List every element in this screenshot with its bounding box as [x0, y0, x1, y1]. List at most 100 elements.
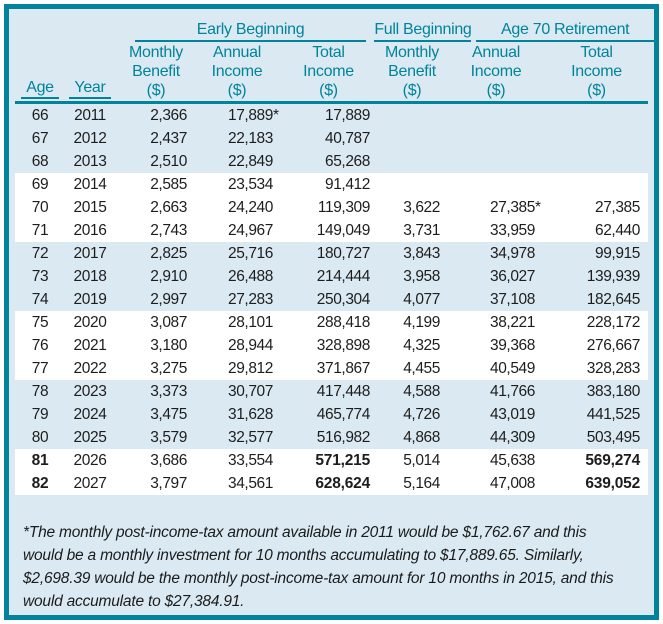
cell-age70-annual-income: 36,027	[489, 268, 535, 285]
group-header-full-beginning: Full Beginning	[374, 20, 472, 42]
group-label: Age 70 Retirement	[501, 21, 630, 38]
cell-year: 2022	[73, 360, 107, 377]
cell-early-annual-income: 27,283	[227, 291, 273, 308]
cell-early-monthly-benefit: 2,997	[150, 291, 187, 308]
cell-early-monthly-benefit: 3,180	[150, 337, 187, 354]
table-row: 72 2017 2,825 25,716 180,727 3,843 34,97…	[15, 242, 648, 265]
cell-age70-total-income	[545, 150, 648, 173]
table-frame: Early Beginning Full Beginning Age 70 Re…	[4, 4, 659, 620]
cell-early-annual-income: 30,707	[227, 383, 273, 400]
table-row: 71 2016 2,743 24,967 149,049 3,731 33,95…	[15, 219, 648, 242]
cell-age: 66	[31, 107, 49, 124]
cell-age70-total-income: 383,180	[586, 383, 641, 400]
cell-age70-annual-income: 39,368	[489, 337, 535, 354]
footnote: *The monthly post-income-tax amount avai…	[23, 521, 646, 613]
table-row: 78 2023 3,373 30,707 417,448 4,588 41,76…	[15, 380, 648, 403]
table-row: 69 2014 2,585 23,534 91,412	[15, 173, 648, 196]
cell-age70-total-income: 182,645	[586, 291, 641, 308]
table-row: 73 2018 2,910 26,488 214,444 3,958 36,02…	[15, 265, 648, 288]
cell-age70-total-income: 639,052	[585, 475, 640, 492]
cell-year: 2024	[73, 406, 107, 423]
cell-full-monthly-benefit: 3,843	[403, 245, 440, 262]
cell-early-annual-income: 24,240	[227, 199, 273, 216]
cell-full-monthly-benefit	[377, 127, 447, 150]
cell-age70-annual-income: 33,959	[489, 222, 535, 239]
table-group-header-row: Early Beginning Full Beginning Age 70 Re…	[9, 20, 654, 42]
cell-age70-total-income: 62,440	[594, 222, 640, 239]
cell-early-total-income: 328,898	[316, 337, 371, 354]
cell-early-monthly-benefit: 2,743	[150, 222, 187, 239]
cell-full-monthly-benefit: 4,868	[403, 429, 440, 446]
cell-full-monthly-benefit: 4,325	[403, 337, 440, 354]
table-row: 79 2024 3,475 31,628 465,774 4,726 43,01…	[15, 403, 648, 426]
cell-early-total-income: 40,787	[324, 130, 370, 147]
cell-early-total-income: 250,304	[316, 291, 371, 308]
cell-year: 2014	[73, 176, 107, 193]
cell-age: 69	[31, 176, 49, 193]
cell-full-monthly-benefit	[377, 104, 447, 127]
cell-age70-annual-income: 41,766	[489, 383, 535, 400]
cell-age: 71	[31, 222, 49, 239]
cell-full-monthly-benefit: 3,958	[403, 268, 440, 285]
table-row: 77 2022 3,275 29,812 371,867 4,455 40,54…	[15, 357, 648, 380]
cell-early-annual-income: 33,554	[227, 452, 273, 469]
cell-age: 72	[31, 245, 49, 262]
table-row: 80 2025 3,579 32,577 516,982 4,868 44,30…	[15, 426, 648, 449]
cell-age70-annual-income	[447, 173, 545, 196]
table-row: 82 2027 3,797 34,561 628,624 5,164 47,00…	[15, 472, 648, 495]
header-rule	[15, 101, 648, 104]
cell-early-annual-income: 32,577	[227, 429, 273, 446]
cell-early-total-income: 149,049	[316, 222, 371, 239]
group-header-spacer	[9, 20, 135, 42]
cell-age: 70	[31, 199, 49, 216]
cell-full-monthly-benefit: 5,164	[403, 475, 440, 492]
cell-age: 80	[31, 429, 49, 446]
cell-year: 2015	[73, 199, 107, 216]
column-header-year: Year	[62, 43, 118, 100]
cell-full-monthly-benefit	[377, 150, 447, 173]
cell-early-monthly-benefit: 2,910	[150, 268, 187, 285]
cell-year: 2020	[73, 314, 107, 331]
cell-age70-annual-income	[447, 150, 545, 173]
cell-full-monthly-benefit: 4,455	[403, 360, 440, 377]
cell-age: 81	[31, 452, 49, 469]
cell-early-total-income: 17,889	[324, 107, 370, 124]
group-label: Early Beginning	[196, 21, 305, 38]
cell-early-monthly-benefit: 2,366	[150, 107, 187, 124]
cell-early-total-income: 571,215	[315, 452, 370, 469]
cell-age: 77	[31, 360, 49, 377]
group-header-early-beginning: Early Beginning	[134, 20, 367, 42]
cell-age70-annual-income: 47,008	[489, 475, 535, 492]
table-row: 67 2012 2,437 22,183 40,787	[15, 127, 648, 150]
table-row: 74 2019 2,997 27,283 250,304 4,077 37,10…	[15, 288, 648, 311]
cell-early-annual-income: 17,889*	[227, 107, 279, 124]
column-header-early-total-income: Total Income ($)	[303, 44, 354, 99]
cell-full-monthly-benefit: 4,588	[403, 383, 440, 400]
table-row: 76 2021 3,180 28,944 328,898 4,325 39,36…	[15, 334, 648, 357]
column-header-age: Age	[18, 43, 62, 100]
cell-early-total-income: 516,982	[316, 429, 371, 446]
cell-age70-annual-income: 40,549	[489, 360, 535, 377]
table-row: 81 2026 3,686 33,554 571,215 5,014 45,63…	[15, 449, 648, 472]
cell-year: 2018	[73, 268, 107, 285]
cell-age70-total-income: 328,283	[586, 360, 641, 377]
cell-early-monthly-benefit: 3,087	[150, 314, 187, 331]
footnote-line: $2,698.39 would be the monthly post-inco…	[23, 570, 614, 587]
footnote-line: would accumulate to $27,384.91.	[23, 593, 245, 610]
cell-early-total-income: 417,448	[316, 383, 371, 400]
cell-age70-annual-income: 37,108	[489, 291, 535, 308]
cell-full-monthly-benefit: 4,726	[403, 406, 440, 423]
cell-age70-total-income	[545, 104, 648, 127]
table-row: 75 2020 3,087 28,101 288,418 4,199 38,22…	[15, 311, 648, 334]
cell-early-annual-income: 26,488	[227, 268, 273, 285]
cell-year: 2025	[73, 429, 107, 446]
cell-age70-annual-income: 43,019	[489, 406, 535, 423]
cell-age: 74	[31, 291, 49, 308]
cell-age70-annual-income: 34,978	[489, 245, 535, 262]
cell-age70-annual-income: 45,638	[489, 452, 535, 469]
cell-early-total-income: 371,867	[316, 360, 371, 377]
cell-year: 2026	[73, 452, 107, 469]
cell-age70-total-income: 139,939	[586, 268, 641, 285]
cell-early-total-income: 465,774	[316, 406, 371, 423]
